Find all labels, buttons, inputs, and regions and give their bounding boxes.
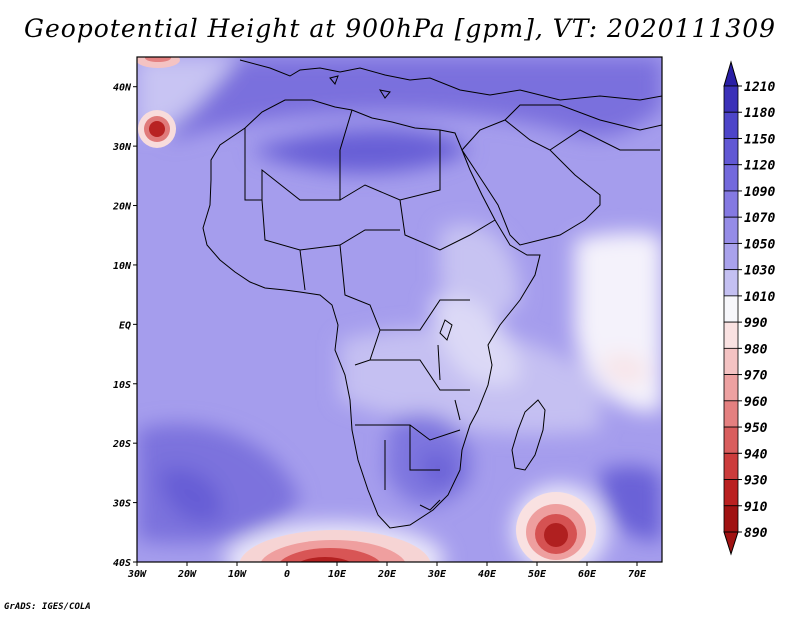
- colorbar-label: 1090: [744, 185, 775, 200]
- height-field: [137, 57, 662, 562]
- lat-tick-label: 20N: [112, 202, 132, 213]
- lat-tick-label: 40N: [113, 83, 132, 94]
- lon-tick-label: 20W: [177, 569, 197, 580]
- lon-tick-label: 70E: [628, 569, 647, 580]
- colorbar-swatch: [723, 321, 739, 349]
- colorbar-label: 1070: [744, 211, 775, 226]
- low-nw-corner: [137, 57, 180, 68]
- plot-frame: [136, 56, 663, 563]
- colorbar-swatch: [723, 479, 739, 507]
- colorbar-label: 1010: [744, 290, 775, 305]
- axes: 30W 20W 10W 0 10E 20E 30E 40E 50E 60E 70E 40N 30N 20N…: [112, 83, 647, 580]
- colorbar-swatch: [723, 243, 739, 271]
- low-azores: [138, 110, 176, 148]
- colorbar-label: 940: [744, 447, 768, 462]
- coastlines: [202, 59, 662, 529]
- colorbar-label: 1210: [744, 80, 775, 95]
- lon-tick-label: 40E: [478, 569, 497, 580]
- low-indian-ocean: [516, 492, 596, 562]
- lon-tick-label: 10E: [328, 569, 347, 580]
- colorbar-label: 990: [744, 316, 768, 331]
- colorbar-label: 910: [744, 500, 768, 515]
- colorbar-swatch: [723, 190, 739, 218]
- colorbar-swatch: [723, 347, 739, 375]
- colorbar-bottom-arrow: [723, 531, 739, 556]
- colorbar: 1210 1180 1150 1120 1090 1070 1050 1030 1010 990 9…: [723, 60, 775, 556]
- lon-tick-label: 20E: [377, 569, 397, 580]
- colorbar-swatch: [723, 374, 739, 402]
- colorbar-swatch: [723, 216, 739, 244]
- lon-tick-label: 30E: [427, 569, 447, 580]
- lat-tick-label: 30S: [112, 499, 131, 510]
- colorbar-label: 970: [744, 369, 768, 384]
- lat-tick-label: EQ: [119, 320, 131, 331]
- grads-footer: GrADS: IGES/COLA: [4, 602, 91, 612]
- colorbar-swatch: [723, 138, 739, 166]
- colorbar-swatch: [723, 426, 739, 454]
- lat-tick-label: 20S: [112, 439, 131, 450]
- colorbar-label: 960: [744, 395, 768, 410]
- colorbar-swatch: [723, 295, 739, 323]
- colorbar-swatch: [723, 505, 739, 533]
- colorbar-label: 1180: [744, 106, 775, 121]
- colorbar-label: 1030: [744, 264, 775, 279]
- colorbar-swatch: [723, 164, 739, 192]
- colorbar-label: 890: [744, 526, 768, 541]
- lon-tick-label: 60E: [578, 569, 597, 580]
- lon-tick-label: 0: [284, 569, 290, 580]
- low-south-atlantic: [239, 530, 431, 562]
- colorbar-top-arrow: [723, 60, 739, 87]
- colorbar-swatch: [723, 400, 739, 428]
- colorbar-swatch: [723, 452, 739, 480]
- lat-tick-label: 30N: [112, 142, 132, 153]
- lon-tick-label: 50E: [528, 569, 547, 580]
- chart-title: Geopotential Height at 900hPa [gpm], VT:…: [23, 14, 777, 43]
- lat-tick-label: 10N: [113, 261, 132, 272]
- lon-tick-label: 10W: [228, 569, 247, 580]
- lon-tick-label: 30W: [127, 569, 147, 580]
- colorbar-swatch: [723, 85, 739, 113]
- colorbar-label: 1120: [744, 159, 775, 174]
- colorbar-label: 1050: [744, 237, 775, 252]
- lat-tick-label: 40S: [113, 558, 131, 569]
- colorbar-swatch: [723, 269, 739, 297]
- colorbar-swatch: [723, 111, 739, 139]
- colorbar-label: 1150: [744, 132, 775, 147]
- colorbar-label: 950: [744, 421, 768, 436]
- lat-tick-label: 10S: [113, 380, 131, 391]
- colorbar-label: 980: [744, 342, 768, 357]
- colorbar-label: 930: [744, 474, 768, 489]
